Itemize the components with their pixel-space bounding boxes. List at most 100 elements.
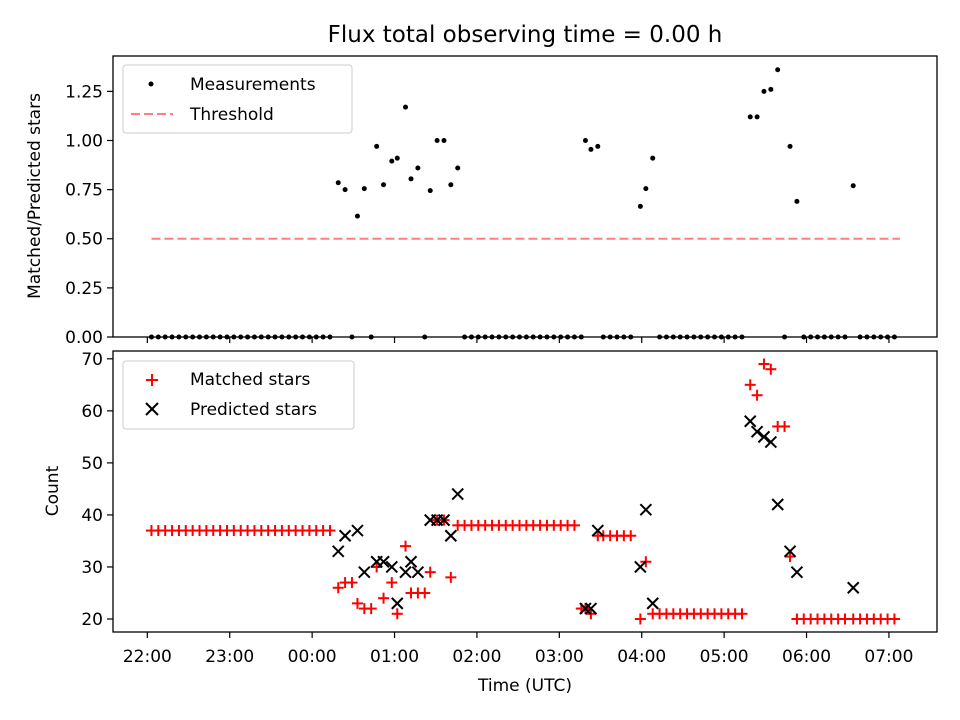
predicted-star-point xyxy=(757,430,771,444)
measurement-point xyxy=(588,146,594,152)
x-tick-label: 22:00 xyxy=(123,647,172,667)
predicted-star-point xyxy=(444,529,458,542)
predicted-star-point xyxy=(351,524,364,537)
measurements-legend-label: Measurements xyxy=(190,75,316,95)
predicted-legend-label: Predicted stars xyxy=(190,400,317,420)
bottom-legend: Matched stars Predicted stars xyxy=(122,360,355,430)
predicted-star-point xyxy=(646,597,659,610)
measurement-point xyxy=(354,213,360,219)
bottom-panel: 20 30 40 50 60 70 22:00 23:00 00:00 01:00 02:00 03… xyxy=(43,350,938,696)
figure-title: Flux total observing time = 0.00 h xyxy=(328,22,723,48)
top-y-ticks: 0.00 0.25 0.50 0.75 1.00 1.25 xyxy=(65,82,113,348)
predicted-star-point xyxy=(391,597,404,610)
matched-star-point xyxy=(419,587,431,599)
bottom-y-axis-label: Count xyxy=(43,465,63,516)
top-y-tick-label: 1.00 xyxy=(65,131,103,151)
matched-star-point xyxy=(365,603,377,615)
measurements-legend-marker xyxy=(148,81,154,87)
bottom-y-tick-label: 30 xyxy=(81,558,103,578)
measurement-point xyxy=(761,88,767,94)
matched-star-point xyxy=(758,358,770,370)
measurement-point xyxy=(637,203,643,209)
matched-star-point xyxy=(779,420,791,432)
matched-star-point xyxy=(888,613,900,625)
measurement-point xyxy=(747,114,753,120)
bottom-x-ticks: 22:00 23:00 00:00 01:00 02:00 03:00 04:00 05:00… xyxy=(123,632,913,667)
top-legend-box xyxy=(122,64,353,134)
top-plot-frame xyxy=(112,55,938,338)
top-y-tick-label: 0.75 xyxy=(65,181,103,201)
measurement-point xyxy=(794,198,800,204)
measurement-point xyxy=(403,104,409,110)
matched-star-point xyxy=(332,582,344,594)
matched-legend-marker xyxy=(146,374,158,386)
top-legend: Measurements Threshold xyxy=(122,64,353,134)
measurement-point xyxy=(335,180,341,186)
x-tick-label: 02:00 xyxy=(452,647,501,667)
bottom-y-tick-label: 20 xyxy=(81,610,103,630)
measurement-point xyxy=(408,176,414,182)
x-tick-label: 23:00 xyxy=(205,647,254,667)
matched-star-point xyxy=(324,525,336,537)
top-y-tick-label: 0.00 xyxy=(65,328,103,348)
matched-star-point xyxy=(625,530,637,542)
x-tick-label: 00:00 xyxy=(288,647,337,667)
measurement-point xyxy=(374,143,380,149)
predicted-star-point xyxy=(771,498,784,511)
top-y-tick-label: 1.25 xyxy=(65,82,103,102)
predicted-star-point xyxy=(591,524,604,537)
measurement-point xyxy=(448,182,454,188)
bottom-y-tick-label: 40 xyxy=(81,506,103,526)
matched-star-point xyxy=(765,363,777,375)
measurement-point xyxy=(643,186,649,192)
measurement-point xyxy=(850,183,856,189)
matched-star-point xyxy=(351,597,363,609)
matched-star-point xyxy=(424,566,436,578)
measurement-point xyxy=(427,188,433,194)
measurement-point xyxy=(775,67,781,73)
x-tick-label: 06:00 xyxy=(782,647,831,667)
matched-star-point xyxy=(386,577,398,589)
bottom-plot-frame xyxy=(112,350,938,633)
measurement-point xyxy=(650,155,656,161)
bottom-y-tick-label: 60 xyxy=(81,402,103,422)
bottom-y-ticks: 20 30 40 50 60 70 xyxy=(81,350,113,630)
predicted-star-point xyxy=(764,435,778,449)
predicted-star-point xyxy=(399,565,412,579)
top-y-axis-label: Matched/Predicted stars xyxy=(25,93,45,299)
matched-star-point xyxy=(751,389,763,401)
measurement-point xyxy=(754,114,760,120)
predicted-star-point xyxy=(411,565,425,579)
predicted-star-point xyxy=(338,529,352,542)
x-tick-label: 07:00 xyxy=(864,647,913,667)
predicted-star-point xyxy=(634,560,647,574)
matched-star-point xyxy=(346,577,358,589)
x-tick-label: 01:00 xyxy=(370,647,419,667)
bottom-y-tick-label: 50 xyxy=(81,454,103,474)
predicted-star-point xyxy=(377,555,390,568)
x-tick-label: 04:00 xyxy=(617,647,666,667)
predicted-star-point xyxy=(744,415,757,428)
threshold-legend-label: Threshold xyxy=(189,105,274,125)
measurement-point xyxy=(455,165,461,171)
bottom-legend-box xyxy=(122,360,355,430)
predicted-star-point xyxy=(790,565,804,579)
matched-star-point xyxy=(744,379,756,391)
matched-star-point xyxy=(568,519,580,531)
measurement-point xyxy=(415,165,421,171)
measurement-point xyxy=(342,187,348,193)
matched-star-point xyxy=(391,608,403,620)
top-y-tick-label: 0.25 xyxy=(65,279,103,299)
x-tick-label: 03:00 xyxy=(535,647,584,667)
measurement-point xyxy=(768,86,774,92)
measurement-point xyxy=(361,186,367,192)
top-panel: 0.00 0.25 0.50 0.75 1.00 1.25 Matched/Predict… xyxy=(25,55,938,348)
matched-star-point xyxy=(784,551,796,563)
measurement-point xyxy=(441,137,447,143)
matched-star-point xyxy=(378,592,390,604)
matched-star-point xyxy=(445,571,457,583)
predicted-legend-marker xyxy=(145,402,159,416)
predicted-star-point xyxy=(404,555,418,568)
top-y-tick-label: 0.50 xyxy=(65,230,103,250)
predicted-star-point xyxy=(750,425,764,438)
